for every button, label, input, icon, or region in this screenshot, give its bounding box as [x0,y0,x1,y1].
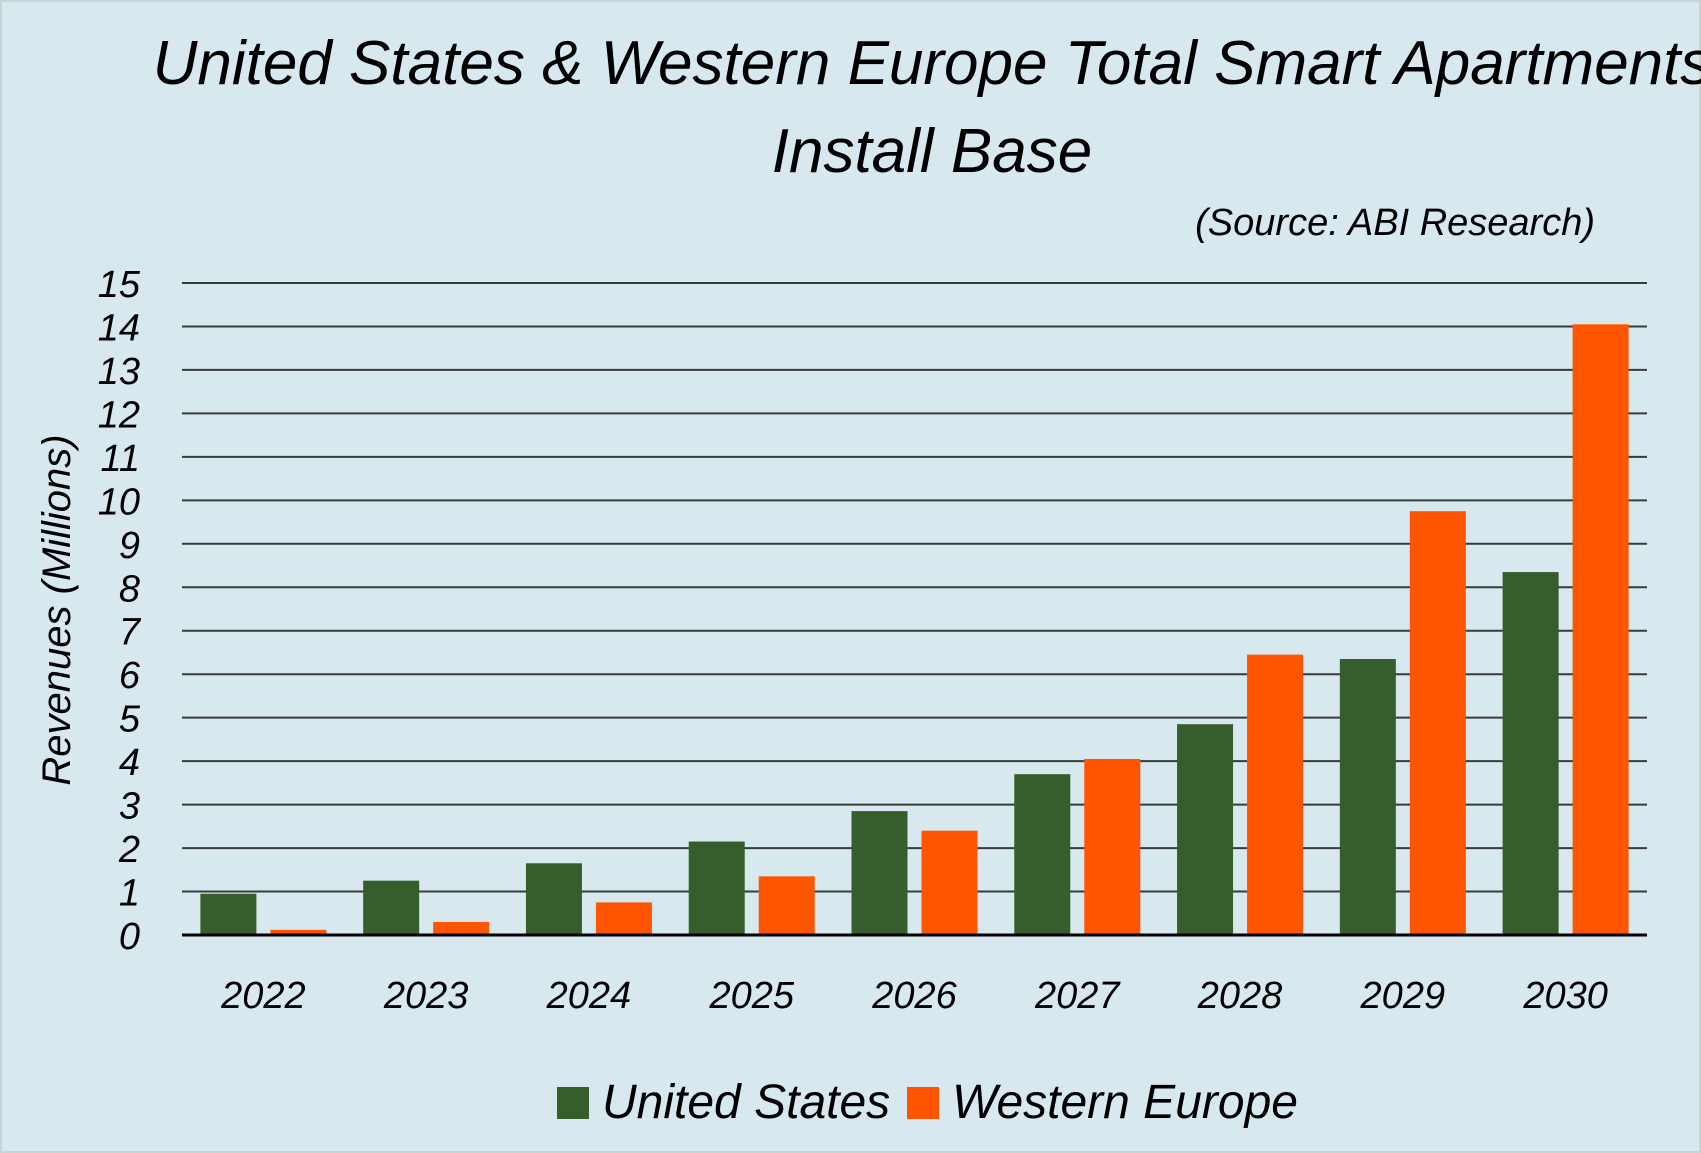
chart-source: (Source: ABI Research) [1195,202,1595,244]
y-tick-label: 12 [98,394,140,436]
y-tick-label: 15 [98,264,141,306]
legend-swatch [557,1087,589,1119]
bar-united-states-2027 [1014,774,1071,935]
bar-western-europe-2027 [1084,758,1141,935]
bar-united-states-2029 [1339,658,1396,935]
y-tick-label: 5 [119,699,141,741]
y-axis-label: Revenues (Millions) [35,434,79,785]
y-tick-label: 10 [98,481,140,523]
bar-united-states-2023 [363,880,420,935]
bar-western-europe-2030 [1572,324,1629,935]
legend-swatch [907,1087,939,1119]
bar-western-europe-2022 [270,929,327,935]
bar-western-europe-2025 [758,876,815,935]
bar-united-states-2028 [1177,724,1234,935]
y-tick-label: 2 [118,829,140,871]
y-tick-label: 14 [98,307,140,349]
y-tick-label: 0 [119,916,140,958]
chart-title-line-2: Install Base [772,117,1093,186]
bar-western-europe-2023 [433,921,490,935]
x-tick-label: 2029 [1360,975,1446,1017]
bar-western-europe-2026 [921,830,978,935]
x-tick-label: 2024 [546,975,632,1017]
legend: United States Western Europe [557,1076,1298,1129]
bar-united-states-2024 [525,863,582,935]
y-tick-label: 11 [101,438,140,480]
bar-western-europe-2028 [1247,654,1304,935]
y-tick-label: 4 [119,742,140,784]
x-axis-ticks: 2022 2023 2024 2025 2026 2027 2028 2029 2030 [220,975,1608,1017]
legend-label: Western Europe [952,1076,1298,1129]
x-tick-label: 2022 [220,975,306,1017]
x-tick-label: 2028 [1197,975,1283,1017]
chart-title-line-1: United States & Western Europe Total Sma… [153,29,1701,98]
gridlines [182,282,1647,893]
y-tick-label: 13 [98,351,140,393]
y-tick-label: 3 [119,786,140,828]
bar-united-states-2030 [1502,572,1559,935]
x-tick-label: 2025 [708,975,794,1017]
bar-western-europe-2029 [1409,511,1466,935]
y-tick-label: 9 [119,525,140,567]
bar-western-europe-2024 [595,902,652,935]
y-tick-label: 6 [119,655,141,697]
bar-united-states-2025 [688,841,745,935]
y-tick-label: 1 [119,873,140,915]
x-tick-label: 2026 [871,975,957,1017]
x-tick-label: 2023 [383,975,469,1017]
bar-united-states-2026 [851,811,908,935]
legend-label: United States [602,1076,890,1129]
y-tick-label: 8 [119,568,140,610]
x-tick-label: 2030 [1522,975,1608,1017]
bar-united-states-2022 [200,893,257,935]
x-tick-label: 2027 [1034,975,1121,1017]
bars [200,324,1629,935]
y-tick-label: 7 [119,612,142,654]
